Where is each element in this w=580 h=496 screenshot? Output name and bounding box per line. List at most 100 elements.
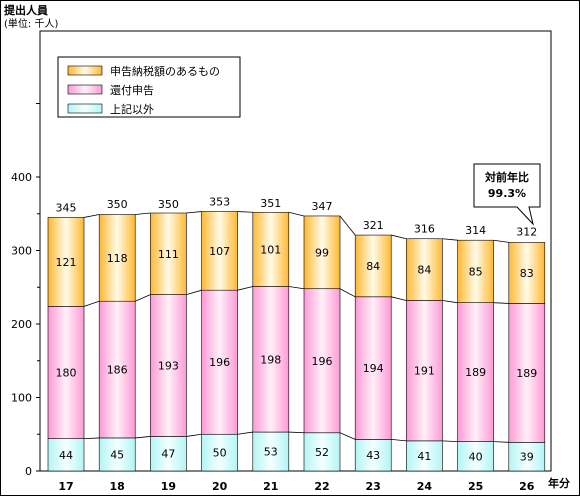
legend-label-other: 上記以外	[110, 102, 154, 116]
total-label: 345	[56, 201, 77, 214]
bar-segment-tax-payable	[98, 214, 136, 302]
connector-line	[442, 300, 458, 304]
callout-line1: 対前年比	[484, 170, 529, 184]
data-label-tax-payable: 101	[260, 243, 281, 256]
data-label-tax-payable: 107	[209, 245, 230, 258]
connector-line	[135, 212, 151, 215]
bar-segment-tax-payable	[150, 212, 187, 295]
data-label-tax-payable: 99	[315, 246, 329, 259]
connector-line	[237, 431, 253, 435]
total-label: 316	[414, 223, 435, 236]
data-label-other: 45	[110, 448, 124, 461]
total-label: 321	[363, 219, 384, 232]
bar-segment-refund	[252, 286, 290, 433]
data-label-other: 50	[213, 447, 227, 460]
data-label-tax-payable: 118	[107, 252, 128, 265]
bar-segment-refund	[47, 306, 85, 439]
connector-line	[442, 238, 458, 241]
bar-segment-tax-payable	[201, 211, 238, 291]
connector-line	[391, 234, 407, 240]
y-tick-label: 0	[25, 465, 32, 478]
connector-line	[83, 300, 100, 307]
y-tick-label: 200	[11, 318, 32, 331]
data-label-other: 44	[59, 449, 73, 462]
legend-label-refund: 還付申告	[110, 84, 154, 97]
legend-swatch-other	[67, 103, 103, 114]
data-label-other: 52	[315, 446, 329, 459]
y-axis: 0 100 200 300 400	[11, 103, 40, 478]
bar-segment-refund	[201, 289, 238, 435]
connector-line	[83, 437, 100, 440]
data-label-tax-payable: 111	[158, 248, 179, 261]
x-tick-label: 20	[212, 480, 228, 493]
connector-line	[237, 286, 253, 291]
bar-segment-tax-payable	[47, 217, 85, 307]
data-label-other: 43	[366, 449, 380, 462]
connector-line	[186, 211, 202, 214]
bar-segment-other	[47, 438, 85, 472]
connector-line	[288, 431, 305, 434]
bar-segment-other	[354, 439, 392, 472]
legend-swatch-refund	[67, 84, 103, 95]
data-label-refund: 196	[312, 355, 333, 368]
data-label-refund: 193	[158, 360, 179, 373]
x-tick-label: 18	[110, 480, 125, 493]
chart-title: 提出人員	[4, 3, 48, 17]
data-label-refund: 196	[209, 356, 230, 369]
x-tick-label: 19	[161, 480, 176, 493]
connector-line	[135, 294, 151, 302]
bar-segment-tax-payable	[457, 239, 494, 303]
connector-line	[186, 433, 202, 437]
bar-segment-other	[201, 433, 238, 472]
x-tick-label: 23	[366, 480, 381, 493]
x-tick-label: 26	[519, 480, 535, 493]
total-label: 353	[209, 196, 230, 209]
data-label-refund: 189	[465, 366, 486, 379]
x-tick-label: 17	[58, 480, 73, 493]
bar-segment-refund	[150, 294, 187, 437]
total-label: 314	[465, 224, 486, 237]
bar-segment-other	[303, 432, 341, 472]
callout-bubble	[473, 163, 541, 226]
y-tick-label: 400	[11, 171, 32, 184]
connector-line	[339, 432, 356, 440]
bar-segment-other	[508, 442, 546, 472]
bar-segment-refund	[457, 302, 494, 442]
bar-segment-refund	[354, 296, 392, 440]
callout: 対前年比 99.3%	[473, 163, 541, 226]
connector-line	[493, 239, 509, 243]
y-tick-label: 100	[11, 392, 32, 405]
bar-segment-refund	[303, 288, 341, 434]
connector-line	[186, 289, 202, 295]
total-label: 350	[158, 198, 179, 211]
connector-line	[493, 441, 509, 443]
bar-segment-refund	[98, 300, 136, 439]
data-label-other: 39	[520, 451, 534, 464]
connector-line	[391, 296, 407, 301]
connector-line	[83, 214, 100, 218]
legend-label-tax-payable: 申告納税額のあるもの	[110, 64, 220, 78]
x-tick-label: 22	[314, 480, 329, 493]
y-tick-label: 300	[11, 245, 32, 258]
bars: 44 180 121 345 45 186 118 350 47 193 111 350 50 196 10…	[47, 196, 546, 472]
data-label-other: 47	[161, 448, 175, 461]
bar-segment-tax-payable	[406, 238, 443, 301]
bar-segment-other	[98, 437, 136, 472]
data-label-refund: 198	[260, 353, 281, 366]
connector-line	[237, 211, 253, 213]
connector-line	[288, 211, 305, 217]
data-label-tax-payable: 84	[366, 260, 380, 273]
bar-segment-other	[252, 431, 290, 472]
total-label: 347	[312, 200, 333, 213]
bar-segment-other	[150, 436, 187, 472]
data-label-tax-payable: 85	[469, 265, 483, 278]
connector-line	[493, 302, 509, 304]
connector-line	[339, 288, 356, 298]
bar-segment-tax-payable	[508, 242, 546, 304]
connector-line	[339, 215, 356, 236]
x-axis-label: 年分	[548, 476, 570, 490]
data-label-refund: 191	[414, 365, 435, 378]
legend-swatch-tax-payable	[67, 65, 103, 76]
total-label: 312	[516, 226, 537, 239]
